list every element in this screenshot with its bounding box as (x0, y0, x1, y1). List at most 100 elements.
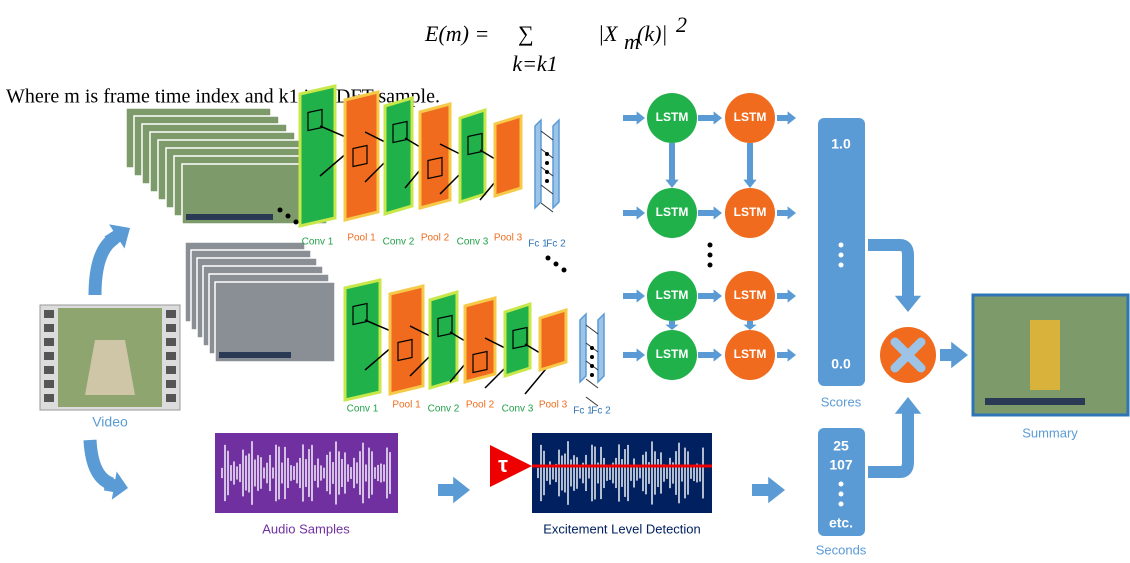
ellipsis-dot (839, 492, 844, 497)
film-hole (166, 366, 176, 374)
curved-arrow (90, 440, 112, 484)
label: Conv 2 (383, 237, 415, 248)
film-hole (44, 338, 54, 346)
arrow (777, 348, 796, 361)
arrow (698, 206, 722, 219)
fc-connection (541, 203, 553, 212)
label: Conv 1 (302, 237, 334, 248)
ellipsis-dot (708, 263, 713, 268)
label: 0.0 (831, 356, 851, 372)
conv-layer (430, 292, 457, 388)
arrow (438, 477, 470, 503)
arrow (940, 342, 968, 368)
label: 25 (833, 438, 849, 454)
equation-sum: ∑ (518, 21, 534, 46)
threshold-marker (490, 445, 532, 487)
label: LSTM (656, 205, 689, 219)
label: Fc 2 (546, 239, 566, 250)
conv-layer (385, 98, 412, 214)
conv-layer (460, 110, 485, 202)
arrow (895, 397, 921, 425)
ellipsis-dot (286, 214, 291, 219)
frame-caption (985, 398, 1085, 405)
label: Pool 2 (466, 400, 495, 411)
film-hole (166, 394, 176, 402)
label: Pool 1 (392, 400, 421, 411)
label: Audio Samples (262, 521, 350, 536)
pool-layer (345, 92, 378, 220)
fc-layer (598, 314, 604, 382)
arrow (743, 143, 756, 188)
label: LSTM (734, 288, 767, 302)
film-hole (166, 352, 176, 360)
arrow (777, 289, 796, 302)
arrow (752, 477, 785, 503)
equation-power: 2 (676, 12, 687, 37)
film-hole (44, 310, 54, 318)
arrow (777, 206, 796, 219)
ellipsis-dot (839, 502, 844, 507)
label: Excitement Level Detection (543, 521, 701, 536)
arrow (623, 206, 645, 219)
label: Pool 3 (494, 233, 523, 244)
film-hole (44, 380, 54, 388)
fc-connection (586, 379, 598, 388)
label: LSTM (656, 347, 689, 361)
ellipsis-dot (562, 268, 567, 273)
summary-player (1030, 320, 1060, 390)
equation-term: |X (598, 21, 619, 46)
film-hole (166, 310, 176, 318)
pool-layer (495, 116, 521, 196)
dot (590, 364, 594, 368)
label: LSTM (734, 110, 767, 124)
label: LSTM (656, 110, 689, 124)
ellipsis-dot (708, 253, 713, 258)
frame-caption (219, 352, 291, 358)
label: 1.0 (831, 136, 851, 152)
dot (545, 179, 549, 183)
label: Pool 2 (421, 233, 450, 244)
arrow (623, 289, 645, 302)
arrow (895, 285, 921, 312)
ellipsis-dot (294, 220, 299, 225)
pool-layer (540, 310, 566, 370)
label: Fc 1 (528, 239, 548, 250)
dot (545, 161, 549, 165)
label: Scores (821, 394, 862, 409)
arrow (698, 111, 722, 124)
fc-layer (535, 120, 541, 208)
label: Summary (1022, 425, 1078, 440)
merge-arrow (868, 420, 908, 472)
dot (590, 355, 594, 359)
ellipsis-dot (839, 482, 844, 487)
ellipsis-dot (278, 208, 283, 213)
arrow (665, 321, 678, 330)
arrow (623, 111, 645, 124)
arrow (743, 321, 756, 330)
label: Pool 1 (347, 233, 376, 244)
film-hole (44, 352, 54, 360)
equation-limit: k=k1 (512, 51, 557, 76)
label: Seconds (816, 542, 867, 557)
film-hole (166, 338, 176, 346)
conv-layer (300, 86, 335, 226)
label: Conv 3 (457, 237, 489, 248)
pool-layer (420, 104, 450, 208)
label: Conv 2 (428, 404, 460, 415)
ellipsis-dot (839, 253, 844, 258)
label: LSTM (734, 205, 767, 219)
film-hole (166, 324, 176, 332)
figure: E(m) =∑k=k1|Xm(k)|2Where m is frame time… (0, 0, 1130, 563)
arrow (777, 111, 796, 124)
equation-term-rest: (k)| (637, 21, 667, 46)
label: LSTM (656, 288, 689, 302)
dot (590, 346, 594, 350)
label: etc. (829, 515, 853, 531)
fc-connection (586, 325, 598, 334)
conv-layer (505, 304, 530, 376)
film-hole (44, 324, 54, 332)
arrow (698, 289, 722, 302)
frame-caption (186, 214, 273, 220)
film-hole (166, 380, 176, 388)
conv-layer (345, 280, 380, 400)
